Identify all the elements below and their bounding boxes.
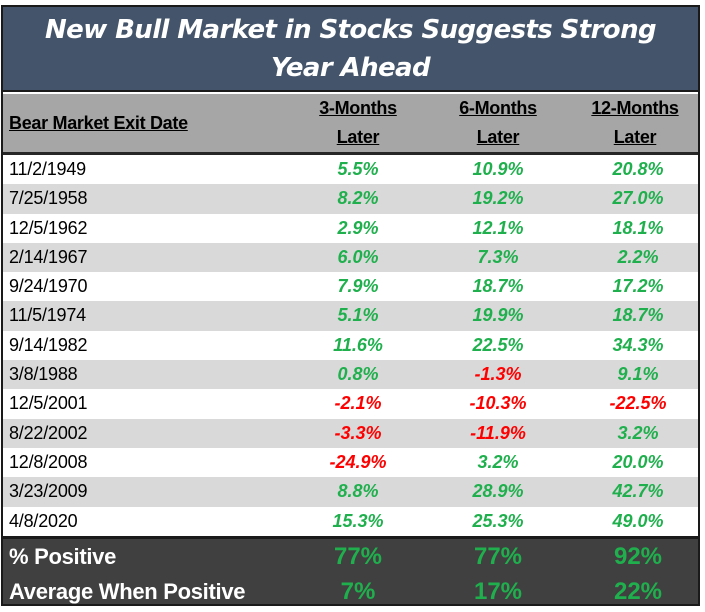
return-3m-cell: 5.5% — [337, 159, 379, 179]
exit-date-cell: 12/5/1962 — [9, 217, 88, 238]
summary-3m-value: 77% — [333, 543, 383, 570]
return-6m-cell: 10.9% — [472, 159, 524, 179]
return-6m-cell: 19.2% — [472, 188, 524, 209]
summary-12m-value: 92% — [613, 543, 663, 570]
exit-date-cell: 12/8/2008 — [9, 451, 88, 472]
column-header-row: Bear Market Exit Date 3-Months Later 6-M… — [3, 94, 698, 155]
return-3m-cell: 2.9% — [337, 217, 379, 238]
return-12m-cell: 3.2% — [617, 422, 659, 443]
table-row: 11/5/1974 5.1% 19.9% 18.7% — [3, 301, 698, 331]
exit-date-cell: 12/5/2001 — [9, 393, 88, 414]
return-12m-cell: 17.2% — [612, 276, 664, 297]
exit-date-cell: 2/14/1967 — [9, 246, 88, 267]
return-12m-cell: 20.0% — [612, 451, 664, 472]
return-12m-cell: 49.0% — [612, 510, 664, 531]
table-row: 12/5/1962 2.9% 12.1% 18.1% — [3, 214, 698, 243]
return-3m-cell: 8.8% — [337, 481, 379, 502]
table-title: New Bull Market in Stocks Suggests Stron… — [3, 7, 698, 92]
return-6m-cell: 19.9% — [472, 305, 524, 326]
exit-date-cell: 11/2/1949 — [9, 159, 86, 179]
exit-date-cell: 9/14/1982 — [9, 334, 88, 355]
return-12m-cell: 2.2% — [617, 246, 659, 267]
header-exit-date: Bear Market Exit Date — [9, 113, 188, 133]
header-12-months-line1: 12-Months — [591, 98, 679, 118]
return-3m-cell: -24.9% — [329, 451, 387, 472]
exit-date-cell: 3/8/1988 — [9, 364, 78, 385]
table-row: 8/22/2002 -3.3% -11.9% 3.2% — [3, 418, 698, 448]
return-3m-cell: 6.0% — [337, 246, 379, 267]
summary-12m-value: 22% — [613, 578, 663, 605]
return-3m-cell: 5.1% — [337, 305, 379, 326]
header-12-months: 12-Months Later — [575, 94, 695, 152]
return-12m-cell: 18.1% — [612, 217, 664, 238]
return-6m-cell: -11.9% — [470, 422, 526, 443]
return-12m-cell: 18.7% — [612, 305, 664, 326]
table-row: 9/14/1982 11.6% 22.5% 34.3% — [3, 331, 698, 360]
returns-table: New Bull Market in Stocks Suggests Stron… — [1, 5, 700, 606]
return-6m-cell: 7.3% — [477, 246, 519, 267]
summary-3m-value: 7% — [340, 578, 376, 605]
return-12m-cell: 20.8% — [612, 159, 664, 179]
header-12-months-line2: Later — [613, 127, 657, 147]
return-6m-cell: -1.3% — [474, 364, 522, 385]
table-row: 7/25/1958 8.2% 19.2% 27.0% — [3, 184, 698, 214]
exit-date-cell: 3/23/2009 — [9, 481, 88, 502]
return-12m-cell: 42.7% — [612, 481, 664, 502]
return-3m-cell: 11.6% — [333, 334, 383, 355]
return-6m-cell: 22.5% — [472, 334, 524, 355]
summary-6m-value: 17% — [473, 578, 523, 605]
return-6m-cell: 28.9% — [472, 481, 524, 502]
summary-row: % Positive 77% 77% 92% — [3, 539, 698, 574]
table-row: 12/8/2008 -24.9% 3.2% 20.0% — [3, 448, 698, 477]
return-3m-cell: 7.9% — [337, 276, 379, 297]
summary-label: Average When Positive — [9, 579, 246, 604]
return-3m-cell: -2.1% — [334, 393, 382, 414]
return-6m-cell: 18.7% — [472, 276, 524, 297]
return-12m-cell: -22.5% — [609, 393, 667, 414]
return-3m-cell: 0.8% — [337, 364, 379, 385]
header-6-months: 6-Months Later — [443, 94, 553, 152]
header-3-months: 3-Months Later — [303, 94, 413, 152]
header-6-months-line1: 6-Months — [459, 98, 537, 118]
table-row: 11/2/1949 5.5% 10.9% 20.8% — [3, 155, 698, 184]
return-3m-cell: -3.3% — [334, 422, 382, 443]
table-row: 9/24/1970 7.9% 18.7% 17.2% — [3, 272, 698, 301]
header-3-months-line1: 3-Months — [319, 98, 397, 118]
table-row: 4/8/2020 15.3% 25.3% 49.0% — [3, 507, 698, 536]
exit-date-cell: 7/25/1958 — [9, 188, 88, 209]
return-3m-cell: 15.3% — [332, 510, 384, 531]
header-6-months-line2: Later — [476, 127, 520, 147]
return-6m-cell: 25.3% — [472, 510, 524, 531]
summary-label: % Positive — [9, 544, 117, 569]
table-row: 3/23/2009 8.8% 28.9% 42.7% — [3, 477, 698, 507]
exit-date-cell: 4/8/2020 — [9, 510, 78, 531]
table-body: 11/2/1949 5.5% 10.9% 20.8% 7/25/1958 8.2% 19.2… — [3, 155, 698, 536]
summary-6m-value: 77% — [473, 543, 523, 570]
return-3m-cell: 8.2% — [337, 188, 379, 209]
header-3-months-line2: Later — [336, 127, 380, 147]
summary-row: Average When Positive 7% 17% 22% — [3, 574, 698, 609]
return-6m-cell: -10.3% — [469, 393, 527, 414]
return-6m-cell: 12.1% — [472, 217, 524, 238]
summary-section: % Positive 77% 77% 92% Average When Positive… — [3, 536, 698, 605]
table-row: 2/14/1967 6.0% 7.3% 2.2% — [3, 242, 698, 273]
return-6m-cell: 3.2% — [477, 451, 519, 472]
exit-date-cell: 9/24/1970 — [9, 276, 88, 297]
table-row: 12/5/2001 -2.1% -10.3% -22.5% — [3, 389, 698, 418]
return-12m-cell: 9.1% — [617, 364, 659, 385]
exit-date-cell: 11/5/1974 — [9, 305, 86, 326]
return-12m-cell: 27.0% — [612, 188, 664, 209]
return-12m-cell: 34.3% — [612, 334, 664, 355]
exit-date-cell: 8/22/2002 — [9, 422, 88, 443]
table-row: 3/8/1988 0.8% -1.3% 9.1% — [3, 360, 698, 390]
